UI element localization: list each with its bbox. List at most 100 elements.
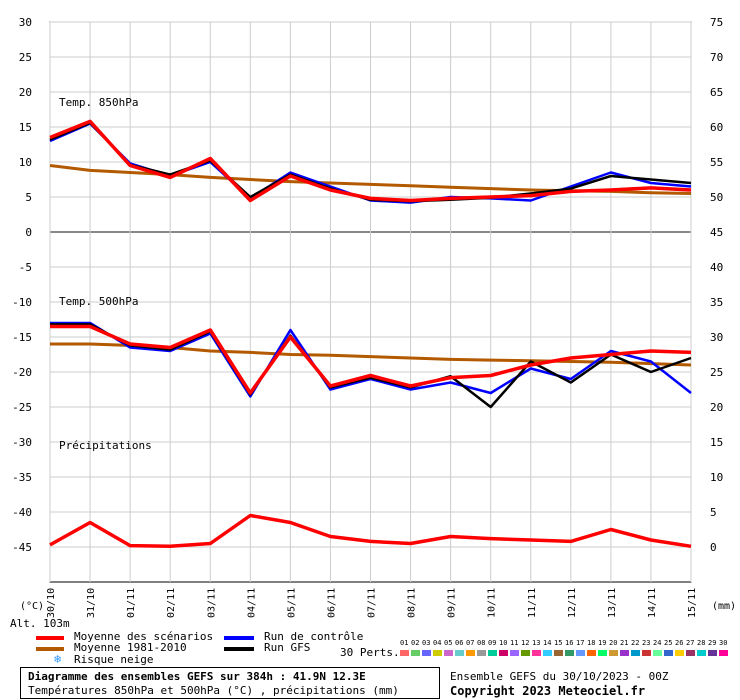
pert-color-swatch bbox=[686, 650, 695, 656]
pert-color-swatch bbox=[543, 650, 552, 656]
legend-control-label: Run de contrôle bbox=[264, 630, 364, 643]
axis-tick-labels: 302520151050-5-10-15-20-25-30-35-40-4575… bbox=[12, 16, 723, 618]
pert-number-label: 21 bbox=[620, 639, 629, 647]
x-tick-label: 12/11 bbox=[567, 588, 578, 618]
right-tick-label: 60 bbox=[710, 121, 723, 134]
legend-mean-swatch bbox=[36, 636, 64, 640]
pert-number-label: 22 bbox=[631, 639, 640, 647]
t500-panel-label: Temp. 500hPa bbox=[59, 295, 138, 308]
pert-color-swatch bbox=[422, 650, 431, 656]
pert-number-label: 08 bbox=[477, 639, 486, 647]
legend-clim-swatch bbox=[36, 647, 64, 651]
x-tick-label: 11/11 bbox=[527, 588, 538, 618]
left-tick-label: 15 bbox=[19, 121, 32, 134]
pert-number-label: 11 bbox=[510, 639, 519, 647]
pert-color-swatch bbox=[554, 650, 563, 656]
left-tick-label: 0 bbox=[25, 226, 32, 239]
pert-color-swatch bbox=[609, 650, 618, 656]
pert-color-swatch bbox=[708, 650, 717, 656]
pert-number-label: 06 bbox=[455, 639, 464, 647]
pert-color-swatch bbox=[576, 650, 585, 656]
right-tick-label: 15 bbox=[710, 436, 723, 449]
pert-color-swatch bbox=[411, 650, 420, 656]
right-tick-label: 0 bbox=[710, 541, 717, 554]
pert-number-label: 26 bbox=[675, 639, 684, 647]
x-tick-label: 15/11 bbox=[687, 588, 698, 618]
right-axis-unit: (mm) bbox=[712, 601, 736, 612]
x-tick-label: 02/11 bbox=[166, 588, 177, 618]
left-tick-label: -45 bbox=[12, 541, 32, 554]
snowflake-icon: ❄ bbox=[54, 652, 62, 666]
pert-number-label: 30 bbox=[719, 639, 728, 647]
pert-color-swatch bbox=[675, 650, 684, 656]
pert-color-swatch bbox=[598, 650, 607, 656]
pert-number-label: 16 bbox=[565, 639, 574, 647]
left-tick-label: 10 bbox=[19, 156, 32, 169]
x-tick-label: 07/11 bbox=[367, 588, 378, 618]
x-tick-label: 09/11 bbox=[447, 588, 458, 618]
right-tick-label: 45 bbox=[710, 226, 723, 239]
right-tick-label: 65 bbox=[710, 86, 723, 99]
right-tick-label: 25 bbox=[710, 366, 723, 379]
right-tick-label: 35 bbox=[710, 296, 723, 309]
x-tick-label: 30/10 bbox=[46, 588, 57, 618]
pert-color-swatch bbox=[697, 650, 706, 656]
pert-color-swatch bbox=[488, 650, 497, 656]
pert-color-swatch bbox=[444, 650, 453, 656]
right-tick-label: 40 bbox=[710, 261, 723, 274]
pert-number-label: 09 bbox=[488, 639, 497, 647]
right-tick-label: 5 bbox=[710, 506, 717, 519]
x-tick-label: 08/11 bbox=[407, 588, 418, 618]
footer-subtitle: Températures 850hPa et 500hPa (°C) , pré… bbox=[28, 684, 399, 697]
legend-perts-label: 30 Perts. bbox=[340, 646, 400, 659]
left-tick-label: -20 bbox=[12, 366, 32, 379]
pert-number-label: 02 bbox=[411, 639, 420, 647]
pert-color-swatch bbox=[620, 650, 629, 656]
legend-clim-label: Moyenne 1981-2010 bbox=[74, 641, 187, 654]
pert-number-label: 14 bbox=[543, 639, 552, 647]
pert-number-label: 29 bbox=[708, 639, 717, 647]
pert-number-label: 24 bbox=[653, 639, 662, 647]
pert-color-swatch bbox=[642, 650, 651, 656]
pert-number-label: 13 bbox=[532, 639, 541, 647]
right-tick-label: 20 bbox=[710, 401, 723, 414]
right-tick-label: 50 bbox=[710, 191, 723, 204]
pert-color-swatch bbox=[653, 650, 662, 656]
precip-panel-label: Précipitations bbox=[59, 439, 152, 452]
pert-color-swatch bbox=[521, 650, 530, 656]
right-tick-label: 10 bbox=[710, 471, 723, 484]
pert-color-swatch bbox=[587, 650, 596, 656]
x-tick-label: 04/11 bbox=[246, 588, 257, 618]
pert-number-label: 19 bbox=[598, 639, 607, 647]
left-tick-label: -35 bbox=[12, 471, 32, 484]
left-tick-label: 30 bbox=[19, 16, 32, 29]
run-gfs-t500-line bbox=[50, 323, 692, 409]
legend-snow-label: Risque neige bbox=[74, 653, 154, 666]
pert-color-swatch bbox=[719, 650, 728, 656]
copyright: Copyright 2023 Meteociel.fr bbox=[450, 684, 646, 698]
pert-color-swatch bbox=[664, 650, 673, 656]
right-tick-label: 30 bbox=[710, 331, 723, 344]
pert-number-label: 05 bbox=[444, 639, 453, 647]
pert-number-label: 04 bbox=[433, 639, 442, 647]
pert-number-label: 25 bbox=[664, 639, 673, 647]
left-tick-label: 5 bbox=[25, 191, 32, 204]
pert-color-swatch bbox=[631, 650, 640, 656]
x-tick-label: 31/10 bbox=[86, 588, 97, 618]
left-tick-label: -5 bbox=[19, 261, 32, 274]
pert-number-label: 07 bbox=[466, 639, 475, 647]
left-axis-unit: (°C) bbox=[20, 601, 44, 612]
x-tick-label: 05/11 bbox=[286, 588, 297, 618]
left-tick-label: -30 bbox=[12, 436, 32, 449]
pert-color-swatch bbox=[400, 650, 409, 656]
moyenne-des-sc-narios-t850-line bbox=[49, 119, 692, 203]
x-tick-label: 03/11 bbox=[206, 588, 217, 618]
alt-label: Alt. 103m bbox=[10, 617, 70, 630]
pert-color-swatch bbox=[532, 650, 541, 656]
pert-color-swatch bbox=[455, 650, 464, 656]
pert-number-label: 18 bbox=[587, 639, 596, 647]
footer-box: Diagramme des ensembles GEFS sur 384h : … bbox=[20, 667, 440, 699]
x-tick-label: 01/11 bbox=[126, 588, 137, 618]
legend-mean-label: Moyenne des scénarios bbox=[74, 630, 214, 643]
